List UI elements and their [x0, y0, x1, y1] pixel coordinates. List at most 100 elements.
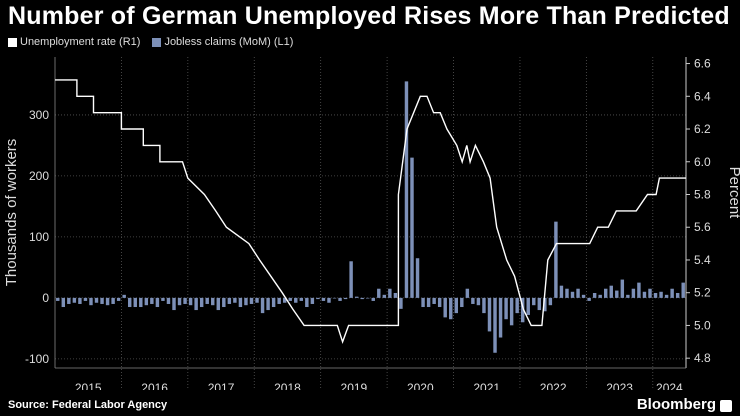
bar: [498, 297, 503, 338]
y-right-tick-label: 5.6: [694, 220, 711, 234]
bar: [133, 297, 137, 308]
bar: [432, 297, 436, 304]
bar: [305, 297, 309, 308]
bar: [532, 297, 536, 306]
bar: [565, 288, 569, 298]
bar: [509, 297, 514, 326]
bar: [282, 297, 287, 303]
bar: [294, 297, 298, 303]
bar: [183, 297, 187, 304]
bar: [271, 297, 276, 308]
bar: [233, 297, 237, 303]
y-left-tick-label: 0: [42, 291, 49, 305]
bar: [360, 297, 364, 300]
bar: [316, 297, 320, 300]
x-tick-label: 2023: [606, 381, 633, 390]
y-left-axis-title: Thousands of workers: [3, 139, 20, 287]
legend-swatch-bars: [152, 37, 162, 47]
bar: [520, 297, 525, 323]
bar: [664, 294, 669, 298]
bar: [460, 297, 464, 308]
bar: [310, 297, 315, 304]
x-tick-label: 2017: [208, 381, 235, 390]
bar: [139, 297, 143, 308]
x-tick-label: 2024: [656, 381, 683, 390]
chart-title: Number of German Unemployed Rises More T…: [8, 2, 730, 30]
bar: [504, 297, 508, 320]
bar: [260, 297, 265, 314]
bar: [482, 297, 486, 314]
y-left-tick-label: -100: [25, 352, 49, 366]
bar: [388, 288, 392, 298]
bar: [155, 297, 160, 308]
bar: [592, 292, 597, 298]
bar: [626, 294, 630, 298]
bar: [526, 297, 530, 315]
bar: [177, 297, 182, 306]
bar: [205, 297, 209, 304]
y-right-tick-label: 6.6: [694, 57, 711, 71]
y-left-tick-label: 100: [29, 230, 49, 244]
bar: [449, 297, 453, 320]
legend-label-unemployment-rate: Unemployment rate (R1): [20, 36, 141, 48]
bar: [172, 297, 176, 311]
y-left-tick-label: 300: [29, 108, 49, 122]
bar: [515, 297, 519, 314]
bar: [454, 297, 458, 314]
x-tick-label: 2016: [141, 381, 168, 390]
bar: [543, 297, 547, 312]
x-tick-label: 2021: [473, 381, 500, 390]
bar: [631, 288, 636, 298]
bar: [620, 279, 625, 298]
bar: [615, 290, 619, 298]
bar: [487, 297, 492, 332]
y-right-tick-label: 4.8: [694, 351, 711, 365]
bar: [377, 288, 381, 298]
x-tick-label: 2020: [407, 381, 434, 390]
chart-area: -100 0 100 200 300 4.8 5.0 5.2 5.4 5.6 5.8 6.0 6.2 6.…: [3, 57, 740, 390]
bar: [72, 297, 77, 303]
bar: [681, 282, 685, 298]
bar: [576, 288, 580, 298]
bar: [216, 297, 220, 311]
bar: [366, 297, 370, 299]
bar: [321, 297, 326, 301]
x-tick-label: 2019: [341, 381, 368, 390]
bar: [465, 288, 470, 298]
bar: [393, 292, 398, 298]
bar: [288, 297, 292, 301]
bar: [244, 297, 248, 306]
bar: [349, 261, 353, 298]
bar: [537, 297, 542, 311]
bar: [89, 297, 93, 306]
bar: [255, 297, 259, 303]
bar: [61, 297, 66, 308]
bar: [150, 297, 154, 304]
legend-swatch-line: [8, 37, 17, 47]
bar: [116, 297, 121, 301]
y-right-tick-label: 6.4: [694, 89, 711, 103]
bar: [161, 297, 165, 301]
bar: [266, 297, 270, 311]
bar: [476, 297, 481, 306]
bar: [327, 297, 331, 303]
bar: [338, 297, 342, 301]
bar: [670, 288, 674, 298]
bar: [188, 297, 193, 306]
y-right-axis-title: Percent: [726, 167, 740, 220]
bar: [227, 297, 232, 304]
bar: [559, 285, 564, 298]
bar: [332, 297, 337, 299]
bar: [128, 297, 132, 308]
y-left-tick-label: 200: [29, 169, 49, 183]
bar: [144, 297, 149, 306]
legend: Unemployment rate (R1) Jobless claims (M…: [8, 36, 301, 48]
bar: [299, 297, 304, 301]
bar: [570, 291, 575, 298]
bar: [354, 296, 359, 298]
bar: [371, 297, 375, 301]
bar: [238, 297, 243, 308]
bar: [421, 297, 425, 308]
bar: [604, 288, 608, 298]
bar: [94, 297, 99, 303]
